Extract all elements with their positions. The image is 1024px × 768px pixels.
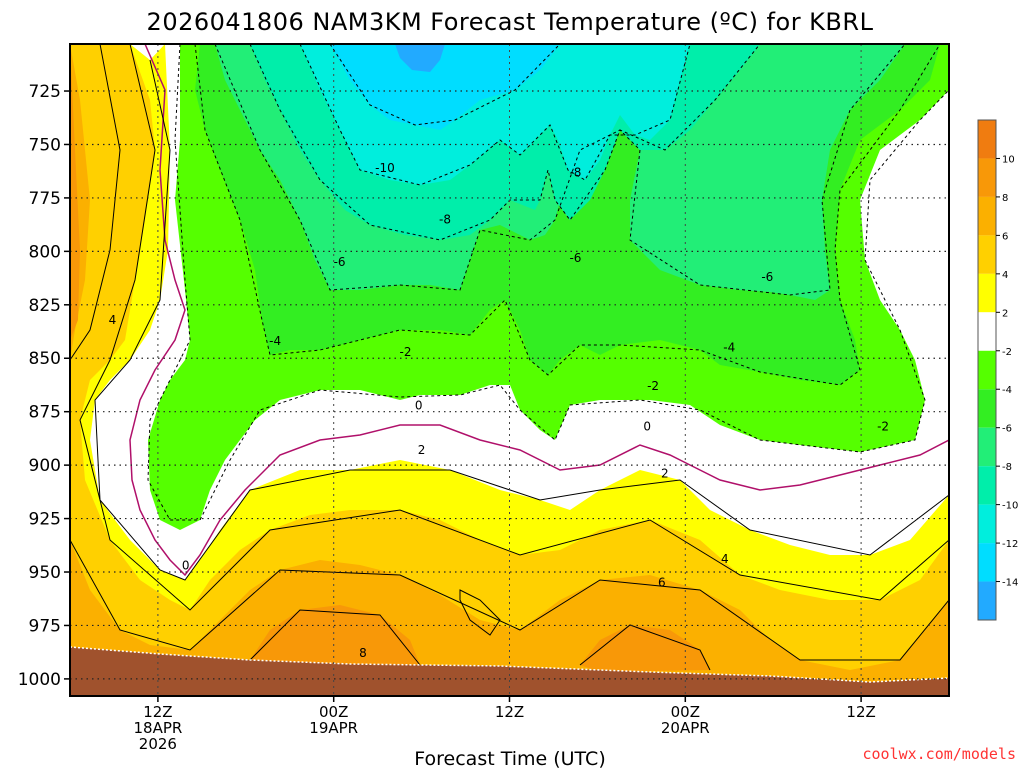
cold-band-minus14c [395,44,445,72]
colorbar-label-6: -4 [1002,385,1012,396]
colorbar-label-5: -2 [1002,347,1012,358]
x-tick-label-0-2: 2026 [139,735,177,753]
chart-title: 2026041806 NAM3KM Forecast Temperature (… [147,8,874,36]
warm-band-4c [70,44,949,696]
contour-label-2: -8 [439,212,451,226]
credit-text: coolwx.com/models [862,745,1016,763]
contour-labels: -10 -8 -8 -6 -6 -6 -4 -4 -2 -2 -2 0 0 2 2 4 4 6 8 0 [109,161,889,660]
colorbar-bin-3 [978,235,996,274]
x-tick-label-0-0: 12Z [143,703,172,721]
contour-line-6c [70,44,949,661]
contour-label-1: -8 [569,165,581,179]
colorbar-bin-4 [978,273,996,313]
contour-label-6: -4 [269,334,281,348]
y-axis: 725 750 775 800 825 850 875 900 925 950 975 1000 [18,82,70,690]
contour-line-2c [94,59,949,581]
y-tick-label-750: 750 [29,135,61,155]
contour-label-19: 0 [182,559,190,573]
contour-label-3: -6 [334,255,346,269]
y-tick-label-775: 775 [29,189,61,209]
gridlines [70,44,949,696]
colorbar-bin-10 [978,504,996,544]
contour-label-10: -2 [877,420,889,434]
contour-label-16: 4 [721,552,729,566]
contour-label-17: 6 [658,576,666,590]
contour-label-18: 8 [359,646,367,660]
plot-area: -10 -8 -8 -6 -6 -6 -4 -4 -2 -2 -2 0 0 2 2 4 4 6 8 0 [70,44,949,696]
colorbar-frame [977,119,997,621]
y-tick-label-900: 900 [29,456,61,476]
contour-line-0c [129,44,949,577]
contour-line-4c [79,44,949,611]
colorbar-label-8: -8 [1002,462,1012,473]
contour-label-15: 4 [109,313,117,327]
x-axis-title: Forecast Time (UTC) [414,748,605,768]
y-tick-label-975: 975 [29,616,61,636]
contour-label-5: -6 [761,270,773,284]
y-tick-label-950: 950 [29,563,61,583]
x-tick-label-2-0: 12Z [495,703,524,721]
contour-line-minus4c [194,44,941,386]
colorbar-bin-12 [978,581,996,620]
colorbar-bin-9 [978,466,996,505]
contour-label-14: 2 [661,467,669,481]
contour-label-8: -2 [400,345,412,359]
contour-line-8c [249,589,711,671]
colorbar-bin-8 [978,427,996,467]
x-tick-label-4-0: 12Z [846,703,875,721]
colorbar-label-10: -12 [1002,539,1018,550]
contour-line-minus12c [329,44,561,126]
contour-label-7: -4 [723,341,735,355]
terrain-edge [70,646,949,683]
y-tick-label-925: 925 [29,510,61,530]
colorbar-label-9: -10 [1002,501,1018,512]
colorbar-bin-0 [978,120,996,159]
y-tick-label-800: 800 [29,242,61,262]
colorbar: 10 8 6 4 2 -2 -4 -6 -8 -10 -12 -14 [977,119,1018,621]
y-tick-label-725: 725 [29,82,61,102]
colorbar-bin-5 [978,312,996,351]
contour-label-11: 0 [415,398,423,412]
x-tick-label-3-0: 00Z [671,703,700,721]
x-tick-label-0-1: 18APR [133,719,182,737]
colorbar-label-2: 6 [1002,231,1008,242]
colorbar-label-11: -14 [1002,578,1018,589]
x-tick-label-1-1: 19APR [309,719,358,737]
contour-line-minus6c [214,44,906,296]
contour-label-9: -2 [647,379,659,393]
x-tick-label-1-0: 00Z [319,703,348,721]
contour-line-minus8c [249,44,761,241]
contour-label-0: -10 [375,161,395,175]
y-tick-label-875: 875 [29,403,61,423]
y-tick-label-850: 850 [29,349,61,369]
colorbar-label-7: -6 [1002,424,1012,435]
y-tick-label-825: 825 [29,296,61,316]
colorbar-label-3: 4 [1002,270,1008,281]
contour-label-12: 0 [643,420,651,434]
colorbar-label-0: 10 [1002,154,1015,165]
contour-label-13: 2 [418,443,426,457]
contour-label-4: -6 [569,251,581,265]
colorbar-label-1: 8 [1002,193,1008,204]
colorbar-bin-2 [978,196,996,236]
colorbar-bin-6 [978,350,996,390]
terrain-surface [70,647,949,696]
colorbar-label-4: 2 [1002,308,1008,319]
colorbar-bin-11 [978,543,996,582]
colorbar-bin-1 [978,158,996,197]
cold-band-minus12c [330,44,560,130]
contour-line-minus2c [147,44,949,521]
y-tick-label-1000: 1000 [18,670,61,690]
colorbar-bin-7 [978,389,996,428]
x-tick-label-3-1: 20APR [661,719,710,737]
